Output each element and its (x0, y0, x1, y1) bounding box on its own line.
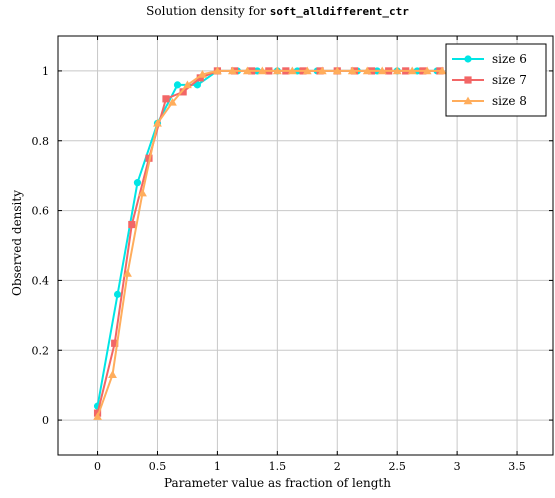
x-tick-label: 1.5 (269, 460, 287, 473)
data-point (193, 81, 201, 89)
x-tick-label: 3.5 (508, 460, 526, 473)
data-point (93, 412, 102, 420)
legend-label: size 6 (492, 52, 527, 66)
x-tick-label: 1 (214, 460, 221, 473)
data-point (287, 66, 297, 75)
data-point (128, 220, 136, 229)
data-point (407, 66, 417, 75)
data-point (113, 290, 122, 298)
data-point (422, 66, 432, 75)
data-point (133, 179, 142, 187)
data-point (257, 66, 267, 75)
y-tick-label: 0.6 (32, 205, 50, 218)
plot-frame (57, 35, 554, 456)
data-point (111, 339, 119, 347)
y-tick-label: 0 (42, 414, 49, 427)
y-tick-label: 0.4 (32, 274, 50, 287)
data-point (168, 97, 177, 106)
data-point (332, 66, 342, 75)
x-tick-label: 3 (454, 460, 461, 473)
data-point (196, 74, 204, 82)
data-point (179, 88, 187, 96)
data-point (242, 66, 252, 75)
data-point (198, 70, 207, 78)
legend-marker (463, 96, 473, 105)
data-point (272, 66, 282, 75)
data-point (173, 81, 182, 89)
legend: size 6 size 7 size 8 (445, 43, 547, 117)
x-tick-label: 0.5 (149, 460, 167, 473)
data-point (317, 66, 327, 75)
legend-marker (464, 76, 472, 84)
x-tick-label: 0 (94, 460, 101, 473)
legend-label: size 8 (492, 94, 527, 108)
y-tick-label: 1 (42, 65, 49, 78)
x-tick-label: 2 (334, 460, 341, 473)
data-point (377, 66, 387, 75)
x-axis-label: Parameter value as fraction of length (164, 476, 391, 490)
legend-marker (464, 55, 472, 63)
y-tick-label: 0.2 (32, 344, 50, 357)
data-point (153, 118, 162, 127)
data-point (183, 80, 192, 89)
y-axis-label: Observed density (10, 189, 24, 297)
series-size-8 (93, 66, 447, 420)
data-point (362, 66, 372, 75)
chart-title: Solution density for soft_alldifferent_c… (0, 4, 555, 18)
chart-title-text: Solution density for (146, 4, 270, 18)
data-point (108, 370, 117, 378)
legend-label: size 7 (492, 73, 527, 87)
data-point (347, 66, 357, 75)
data-point (302, 66, 312, 75)
data-point (162, 95, 170, 103)
y-tick-label: 0.8 (32, 135, 50, 148)
data-point (227, 66, 237, 75)
data-point (392, 66, 402, 75)
data-point (138, 188, 147, 197)
chart-title-code: soft_alldifferent_ctr (269, 5, 409, 18)
x-tick-label: 2.5 (388, 460, 406, 473)
data-point (437, 66, 447, 75)
data-point (213, 66, 222, 75)
data-point (123, 269, 132, 277)
